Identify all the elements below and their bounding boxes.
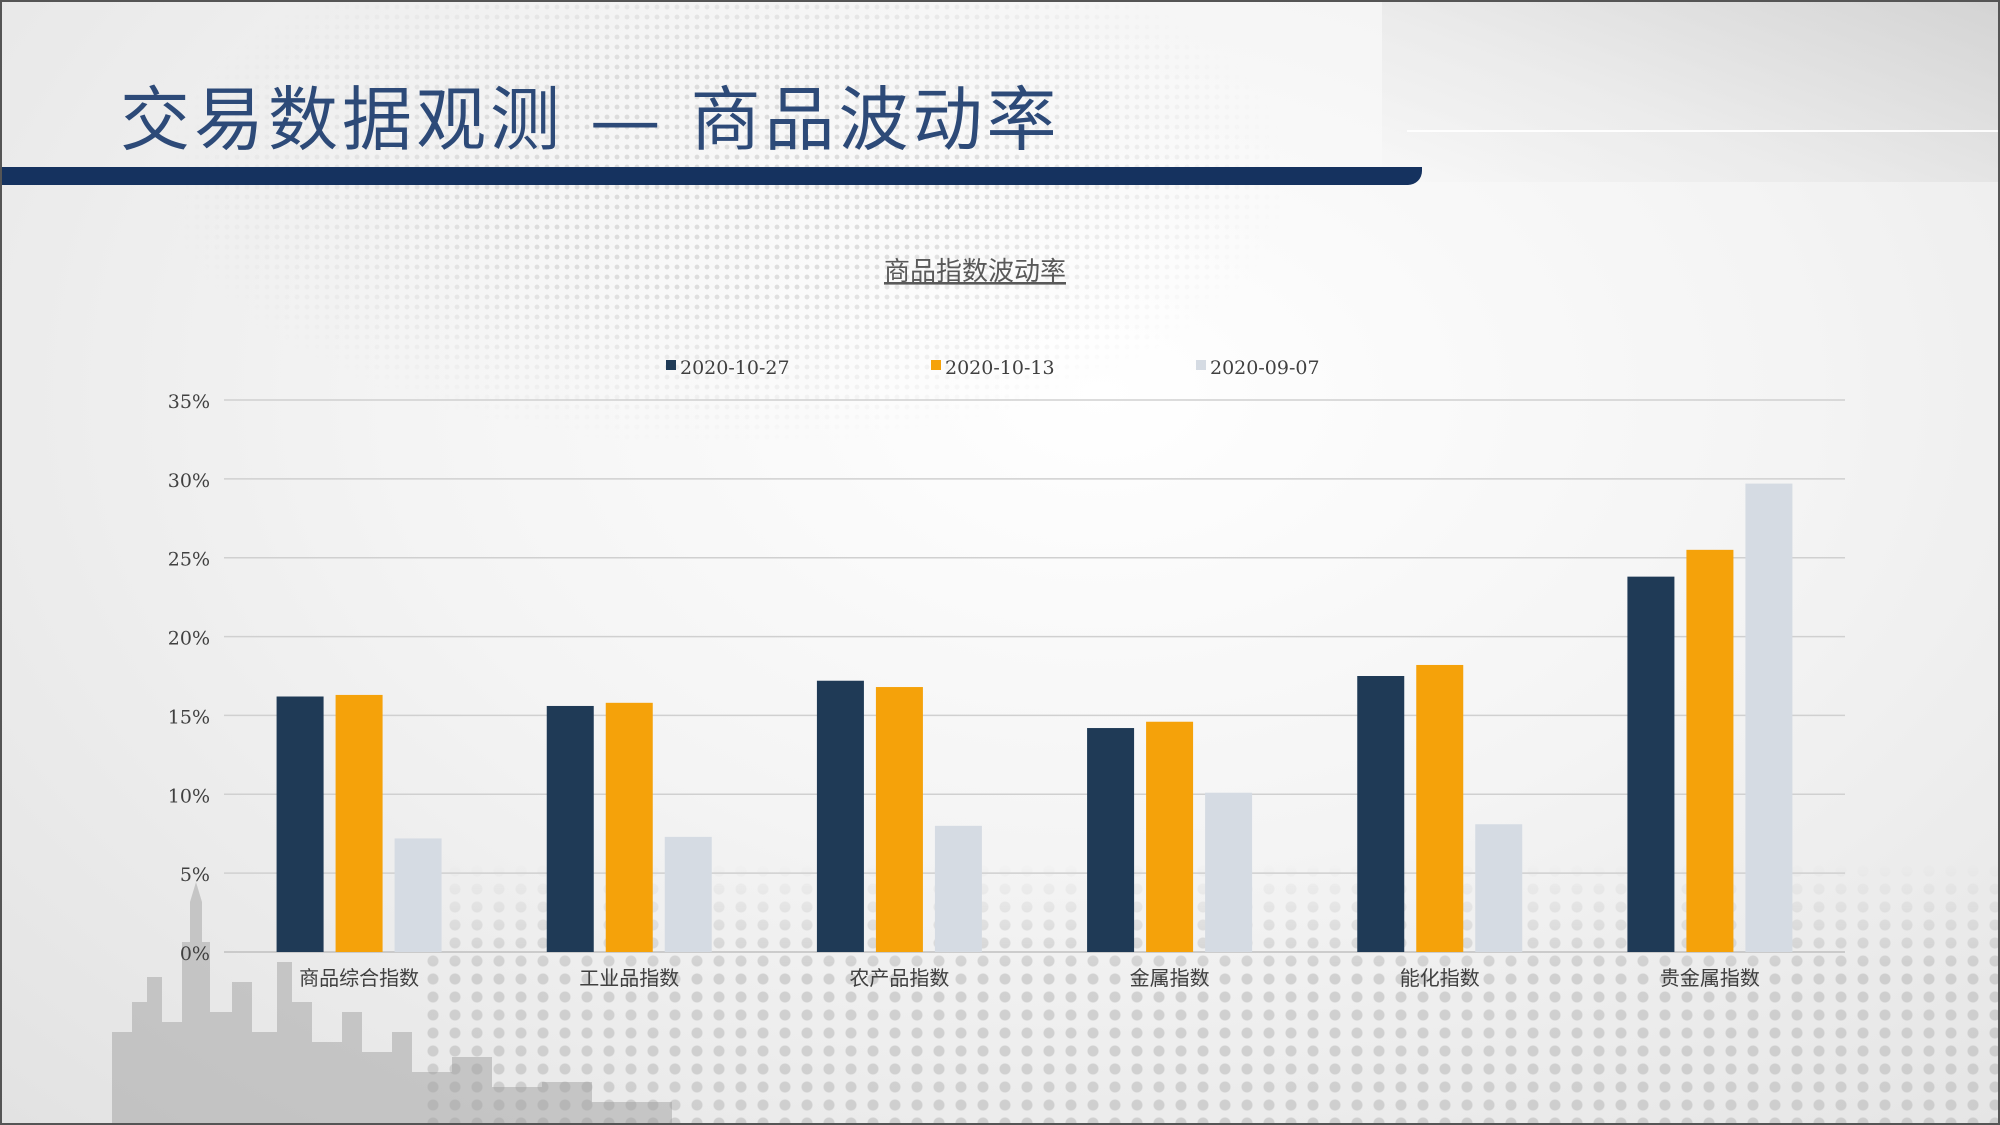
legend-swatch — [1196, 360, 1206, 370]
legend-item: 2020-10-13 — [931, 357, 1055, 379]
y-tick-label: 5% — [180, 864, 210, 886]
bar — [816, 680, 864, 952]
x-tick-label: 贵金属指数 — [1660, 966, 1760, 990]
page-title: 交易数据观测 — 商品波动率 — [120, 79, 1061, 161]
y-tick-label: 15% — [168, 706, 210, 728]
x-axis: 商品综合指数 工业品指数 农产品指数 金属指数 能化指数 贵金属指数 — [299, 966, 1760, 990]
world-map-background — [172, 2, 1282, 442]
bar — [335, 694, 383, 952]
x-tick-label: 商品综合指数 — [299, 966, 419, 990]
bar — [1146, 721, 1194, 952]
chart-bars — [276, 483, 1793, 952]
bar — [1205, 792, 1253, 952]
x-tick-label: 工业品指数 — [579, 966, 679, 990]
bar — [934, 825, 982, 952]
legend-label: 2020-10-27 — [680, 357, 790, 379]
y-tick-label: 20% — [168, 628, 210, 650]
y-tick-label: 10% — [168, 785, 210, 807]
y-tick-label: 0% — [180, 943, 210, 965]
city-skyline-decoration — [112, 882, 672, 1123]
y-tick-label: 25% — [168, 549, 210, 571]
bar — [1686, 549, 1734, 952]
legend-item: 2020-09-07 — [1196, 357, 1320, 379]
title-underline-bar — [2, 167, 1422, 185]
x-tick-label: 农产品指数 — [849, 966, 949, 990]
chart-legend: 2020-10-27 2020-10-13 2020-09-07 — [666, 357, 1320, 379]
bar — [1357, 676, 1405, 952]
bar — [1416, 664, 1464, 952]
chart-gridlines — [224, 399, 1845, 953]
bar — [1627, 576, 1675, 952]
legend-swatch — [666, 360, 676, 370]
bar — [1745, 483, 1793, 952]
legend-swatch — [931, 360, 941, 370]
y-tick-label: 30% — [168, 470, 210, 492]
bar — [1475, 824, 1523, 952]
chart-title: 商品指数波动率 — [884, 257, 1066, 287]
bar — [605, 702, 653, 952]
bar — [546, 705, 594, 952]
x-tick-label: 金属指数 — [1130, 966, 1210, 990]
x-tick-label: 能化指数 — [1400, 966, 1480, 990]
bar — [664, 836, 712, 952]
y-tick-label: 35% — [168, 391, 210, 413]
legend-item: 2020-10-27 — [666, 357, 790, 379]
bar — [394, 838, 442, 952]
bar — [875, 687, 923, 952]
legend-label: 2020-10-13 — [945, 357, 1055, 379]
bar — [276, 696, 324, 952]
title-bar-highlight — [1407, 130, 1998, 177]
y-axis: 0% 5% 10% 15% 20% 25% 30% 35% — [168, 391, 210, 965]
background-sheen — [1382, 2, 1998, 182]
legend-label: 2020-09-07 — [1210, 357, 1320, 379]
bar — [1087, 728, 1135, 952]
